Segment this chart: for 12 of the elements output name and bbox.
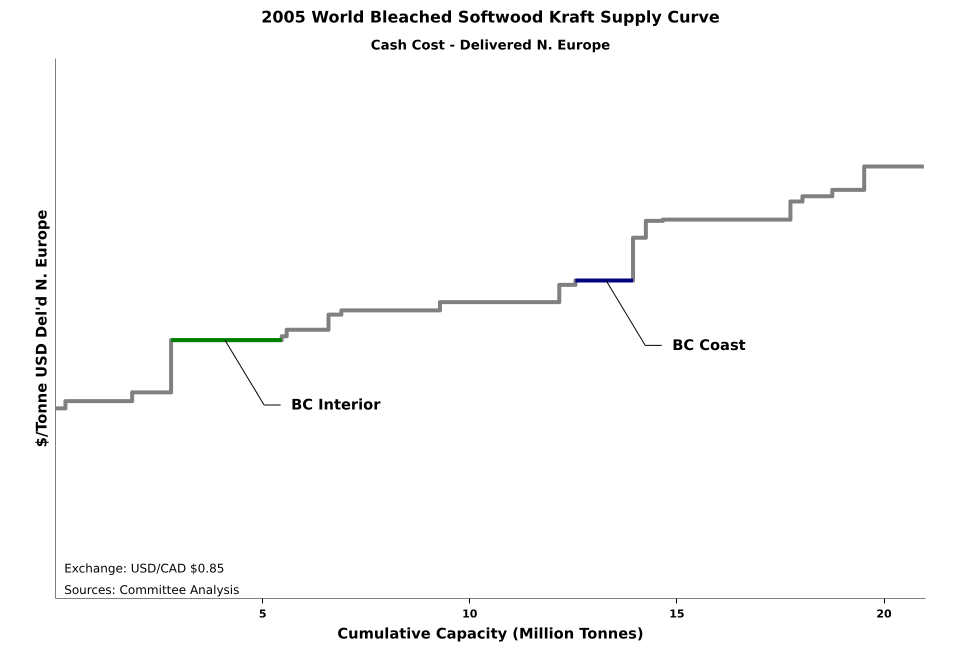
- x-tick-label: 15: [669, 608, 685, 620]
- annotation: BC Coast: [672, 336, 746, 354]
- x-tick-label: 20: [876, 608, 892, 620]
- annotation: Sources: Committee Analysis: [64, 582, 240, 597]
- x-tick-label: 10: [462, 608, 478, 620]
- chart-title: 2005 World Bleached Softwood Kraft Supply Curve: [261, 8, 720, 26]
- annotation: BC Interior: [291, 396, 382, 414]
- x-axis-title: Cumulative Capacity (Million Tonnes): [337, 626, 644, 642]
- y-axis-title: $/Tonne USD Del'd N. Europe: [34, 210, 50, 448]
- annotation: Exchange: USD/CAD $0.85: [64, 561, 224, 576]
- chart-subtitle: Cash Cost - Delivered N. Europe: [370, 38, 610, 54]
- x-tick-label: 5: [258, 608, 266, 620]
